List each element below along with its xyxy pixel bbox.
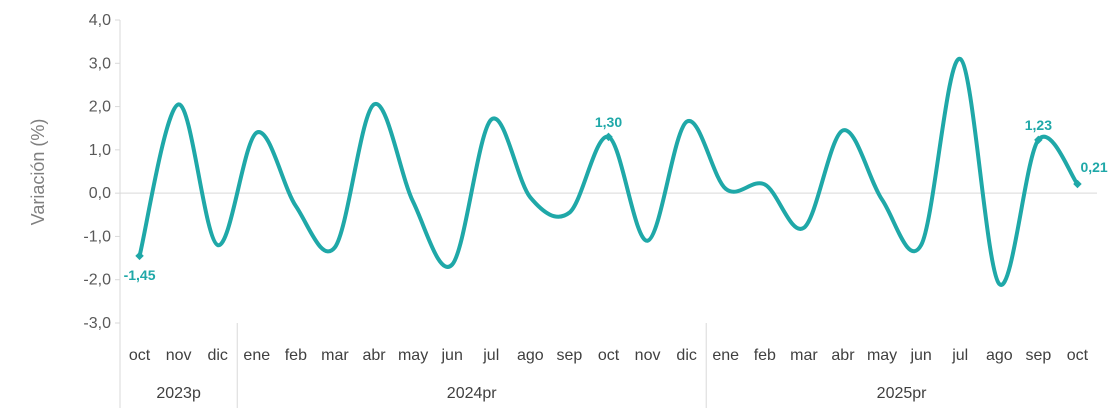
x-category-label: may	[867, 347, 897, 364]
x-category-labels: oct nov dic ene feb mar abr may jun jul ago sep oct n…	[129, 347, 1089, 364]
x-category-label: oct	[129, 347, 151, 364]
year-group-labels: 2023p 2024pr 2025pr	[156, 323, 927, 408]
x-category-label: may	[398, 347, 428, 364]
x-category-label: nov	[166, 347, 192, 364]
x-category-label: jul	[482, 347, 499, 364]
y-tick-labels: 4,0 3,0 2,0 1,0 0,0 -1,0 -2,0 -3,0	[83, 12, 111, 332]
x-category-label: oct	[1067, 347, 1089, 364]
year-group-label: 2024pr	[447, 385, 497, 402]
x-category-label: feb	[754, 347, 776, 364]
data-point-marker	[135, 251, 144, 261]
x-category-label: nov	[635, 347, 661, 364]
y-tick-label: 2,0	[89, 99, 111, 116]
x-category-label: feb	[285, 347, 307, 364]
y-tick-label: -2,0	[83, 272, 111, 289]
data-label: 1,30	[595, 114, 622, 130]
data-label: -1,45	[124, 267, 156, 283]
x-category-label: jun	[909, 347, 931, 364]
x-category-label: mar	[321, 347, 349, 364]
series-line	[137, 56, 1080, 287]
x-category-label: jul	[951, 347, 968, 364]
year-group-label: 2023p	[156, 385, 201, 402]
y-tick-label: 3,0	[89, 55, 111, 72]
x-category-label: ago	[517, 347, 544, 364]
data-label-group: -1,45 1,30 1,23 0,21	[124, 114, 1108, 283]
data-label: 0,21	[1080, 159, 1107, 175]
x-category-label: jun	[441, 347, 463, 364]
x-category-label: abr	[831, 347, 855, 364]
year-group-label: 2025pr	[877, 385, 927, 402]
data-label: 1,23	[1025, 117, 1052, 133]
x-category-label: ene	[243, 347, 270, 364]
x-category-label: ago	[986, 347, 1013, 364]
x-category-label: oct	[598, 347, 620, 364]
y-tick-label: -1,0	[83, 228, 111, 245]
x-category-label: dic	[676, 347, 696, 364]
y-axis-label: Variación (%)	[28, 119, 48, 226]
y-tick-label: -3,0	[83, 315, 111, 332]
y-tick-label: 4,0	[89, 12, 111, 29]
x-category-label: sep	[557, 347, 583, 364]
x-category-label: mar	[790, 347, 818, 364]
y-tick-label: 0,0	[89, 185, 111, 202]
x-category-label: abr	[362, 347, 386, 364]
series-line-group	[137, 56, 1080, 287]
y-tick-label: 1,0	[89, 142, 111, 159]
x-category-label: dic	[207, 347, 227, 364]
x-category-label: ene	[712, 347, 739, 364]
x-category-label: sep	[1025, 347, 1051, 364]
